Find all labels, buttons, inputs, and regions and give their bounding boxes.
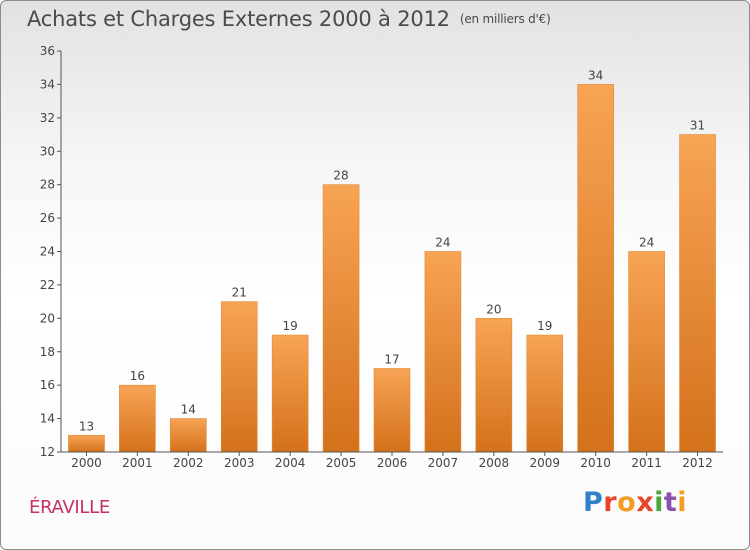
chart-title-text: Achats et Charges Externes 2000 à 2012 (27, 7, 450, 31)
bar-2001 (119, 384, 156, 453)
bar-value-label: 34 (588, 68, 603, 82)
bar-value-label: 19 (283, 319, 298, 333)
x-tick-label: 2001 (122, 456, 153, 470)
bar-value-label: 31 (690, 119, 705, 133)
bar-value-label: 21 (232, 286, 247, 300)
y-tick-label: 22 (40, 278, 55, 292)
x-tick-label: 2009 (529, 456, 560, 470)
y-tick-label: 28 (40, 178, 55, 192)
chart-title: Achats et Charges Externes 2000 à 2012 (e… (27, 7, 551, 31)
bar-2012 (679, 134, 716, 453)
bar-2007 (424, 251, 462, 453)
y-tick-label: 18 (40, 345, 55, 359)
y-tick-label: 14 (40, 412, 55, 426)
x-tick-label: 2012 (682, 456, 713, 470)
bar-value-label: 24 (435, 236, 450, 250)
bar-2005 (322, 184, 360, 453)
x-tick-label: 2006 (377, 456, 408, 470)
x-tick-label: 2005 (326, 456, 357, 470)
y-tick-label: 32 (40, 111, 55, 125)
bar-value-label: 16 (130, 369, 145, 383)
x-tick-label: 2007 (428, 456, 459, 470)
bar-2011 (628, 251, 665, 453)
bar-value-label: 28 (333, 169, 348, 183)
bar-2006 (373, 368, 411, 453)
x-tick-label: 2002 (173, 456, 204, 470)
y-tick-label: 34 (40, 77, 55, 91)
logo-letter: P (583, 487, 604, 518)
logo-letter: t (663, 487, 678, 518)
bar-2010 (577, 84, 614, 453)
y-tick-label: 36 (40, 44, 55, 58)
y-tick-label: 26 (40, 211, 55, 225)
x-tick-label: 2010 (580, 456, 611, 470)
bar-value-label: 20 (486, 302, 501, 316)
y-tick-label: 16 (40, 378, 55, 392)
logo-letter: i (677, 487, 688, 518)
y-tick-label: 12 (40, 445, 55, 459)
bar-2008 (475, 318, 513, 453)
bar-2000 (68, 434, 105, 453)
x-tick-label: 2011 (631, 456, 662, 470)
y-axis: 12 14 16 18 20 22 24 26 28 30 32 34 36 (40, 44, 62, 459)
logo-letter: o (617, 487, 637, 518)
bar-value-label: 17 (384, 352, 399, 366)
bars: 13 16 14 21 19 28 17 24 20 19 34 24 31 (68, 68, 716, 453)
proxiti-logo: Proxiti (583, 487, 687, 518)
x-tick-label: 2008 (479, 456, 510, 470)
commune-name: ÉRAVILLE (29, 497, 110, 518)
y-tick-label: 24 (40, 245, 55, 259)
logo-letter: x (636, 487, 655, 518)
x-tick-label: 2003 (224, 456, 255, 470)
x-tick-label: 2004 (275, 456, 306, 470)
y-tick-label: 20 (40, 311, 55, 325)
bar-value-label: 13 (79, 419, 94, 433)
bar-2003 (220, 301, 258, 453)
bar-2004 (271, 334, 309, 453)
bar-2002 (170, 418, 207, 453)
bar-2009 (526, 334, 564, 453)
logo-letter: i (654, 487, 664, 518)
x-axis: 2000 2001 2002 2003 2004 2005 2006 2007 2008 2009… (61, 451, 723, 470)
bar-value-label: 14 (181, 403, 196, 417)
chart-unit: (en milliers d'€) (459, 12, 551, 26)
bar-value-label: 19 (537, 319, 552, 333)
y-tick-label: 30 (40, 144, 55, 158)
x-tick-label: 2000 (71, 456, 102, 470)
bar-value-label: 24 (639, 236, 654, 250)
logo-letter: r (603, 487, 618, 518)
